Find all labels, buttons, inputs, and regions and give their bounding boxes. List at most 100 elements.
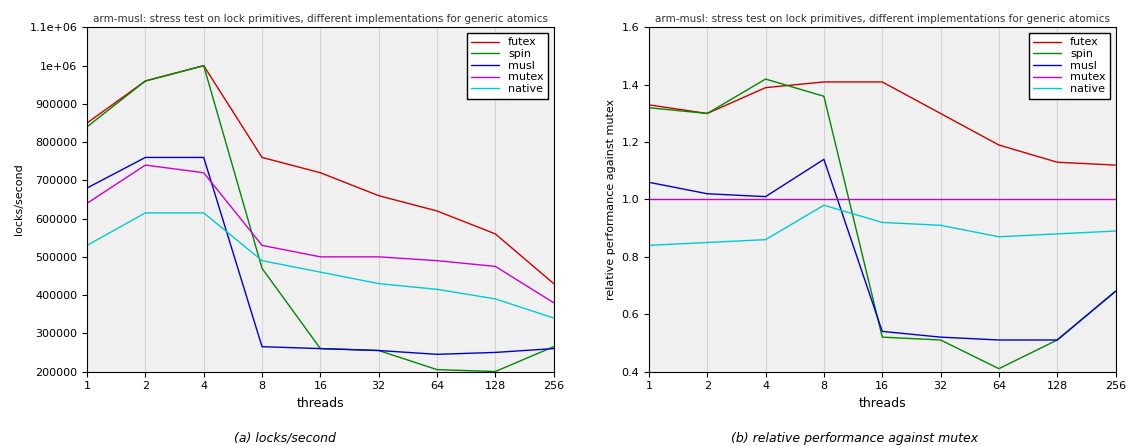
Title: arm-musl: stress test on lock primitives, different implementations for generic : arm-musl: stress test on lock primitives… [92,14,548,24]
futex [547,281,561,286]
mutex [197,170,211,175]
spin [700,111,714,116]
mutex [430,258,443,263]
mutex [934,197,947,202]
futex [489,231,503,236]
musl [876,329,889,334]
futex [197,63,211,68]
native [934,223,947,228]
mutex [1109,197,1123,202]
futex [992,142,1005,148]
Legend: futex, spin, musl, mutex, native: futex, spin, musl, mutex, native [1028,33,1110,99]
musl [759,194,773,199]
mutex [80,201,93,206]
spin [817,94,831,99]
native [547,315,561,321]
Line: native: native [649,205,1116,245]
native [372,281,385,286]
spin [547,344,561,349]
Line: mutex: mutex [87,165,554,303]
futex [430,208,443,214]
futex [759,85,773,91]
mutex [255,243,269,248]
spin [80,124,93,129]
futex [372,193,385,198]
musl [1050,337,1064,343]
mutex [314,254,327,260]
futex [934,111,947,116]
mutex [1050,197,1064,202]
Legend: futex, spin, musl, mutex, native: futex, spin, musl, mutex, native [467,33,548,99]
native [197,210,211,215]
futex [642,102,656,107]
Line: musl: musl [649,159,1116,340]
Line: futex: futex [649,82,1116,165]
musl [992,337,1005,343]
spin [642,105,656,111]
spin [1109,289,1123,294]
musl [547,346,561,351]
spin [876,334,889,340]
mutex [642,197,656,202]
musl [255,344,269,349]
Line: spin: spin [649,79,1116,369]
spin [1050,337,1064,343]
native [430,287,443,292]
spin [372,348,385,353]
mutex [489,264,503,269]
futex [80,120,93,126]
futex [876,79,889,85]
futex [1109,162,1123,168]
futex [314,170,327,175]
mutex [372,254,385,260]
musl [1109,289,1123,294]
futex [817,79,831,85]
Title: arm-musl: stress test on lock primitives, different implementations for generic : arm-musl: stress test on lock primitives… [654,14,1109,24]
native [992,234,1005,240]
musl [372,348,385,353]
spin [314,346,327,351]
musl [934,334,947,340]
spin [992,366,1005,372]
Text: (b) relative performance against mutex: (b) relative performance against mutex [732,432,978,445]
Line: spin: spin [87,66,554,372]
Text: (a) locks/second: (a) locks/second [234,432,336,445]
native [817,202,831,208]
mutex [139,162,153,168]
mutex [992,197,1005,202]
spin [430,367,443,372]
native [314,269,327,275]
mutex [547,300,561,306]
native [1109,228,1123,234]
futex [700,111,714,116]
musl [489,350,503,355]
spin [197,63,211,68]
spin [934,337,947,343]
musl [430,351,443,357]
musl [700,191,714,196]
X-axis label: threads: threads [296,397,344,410]
native [80,243,93,248]
Line: futex: futex [87,66,554,284]
mutex [817,197,831,202]
mutex [700,197,714,202]
Line: native: native [87,213,554,318]
musl [314,346,327,351]
spin [759,76,773,82]
native [489,296,503,301]
mutex [759,197,773,202]
Y-axis label: locks/second: locks/second [14,164,24,235]
native [139,210,153,215]
musl [197,155,211,160]
musl [817,157,831,162]
musl [80,186,93,191]
native [700,240,714,245]
musl [642,180,656,185]
Line: musl: musl [87,157,554,354]
futex [139,78,153,84]
spin [489,369,503,374]
spin [139,78,153,84]
musl [139,155,153,160]
futex [255,155,269,160]
native [1050,231,1064,236]
